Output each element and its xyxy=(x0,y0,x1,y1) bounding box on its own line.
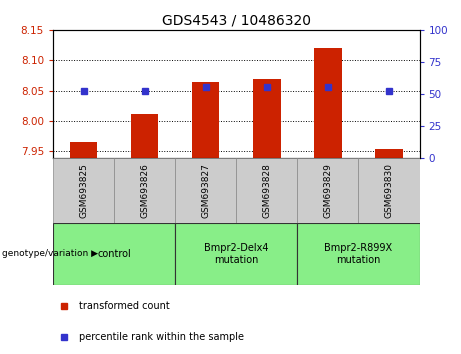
Bar xyxy=(236,158,297,223)
Text: Bmpr2-Delx4
mutation: Bmpr2-Delx4 mutation xyxy=(204,243,268,265)
Bar xyxy=(358,158,420,223)
Text: GSM693826: GSM693826 xyxy=(140,163,149,218)
Bar xyxy=(297,223,420,285)
Bar xyxy=(297,158,358,223)
Text: genotype/variation ▶: genotype/variation ▶ xyxy=(2,250,98,258)
Text: Bmpr2-R899X
mutation: Bmpr2-R899X mutation xyxy=(325,243,392,265)
Text: GSM693829: GSM693829 xyxy=(323,163,332,218)
Bar xyxy=(192,82,219,158)
Text: GSM693828: GSM693828 xyxy=(262,163,272,218)
Bar xyxy=(314,48,342,158)
Text: percentile rank within the sample: percentile rank within the sample xyxy=(79,332,244,342)
Text: GSM693825: GSM693825 xyxy=(79,163,88,218)
Bar xyxy=(375,149,403,158)
Title: GDS4543 / 10486320: GDS4543 / 10486320 xyxy=(162,13,311,28)
Bar xyxy=(114,158,175,223)
Bar xyxy=(53,158,114,223)
Bar xyxy=(53,223,175,285)
Bar xyxy=(70,142,97,158)
Text: GSM693830: GSM693830 xyxy=(384,163,394,218)
Bar xyxy=(175,158,236,223)
Text: transformed count: transformed count xyxy=(79,301,170,310)
Bar xyxy=(253,79,281,158)
Text: GSM693827: GSM693827 xyxy=(201,163,210,218)
Bar xyxy=(175,223,297,285)
Bar xyxy=(131,114,159,158)
Text: control: control xyxy=(97,249,131,259)
